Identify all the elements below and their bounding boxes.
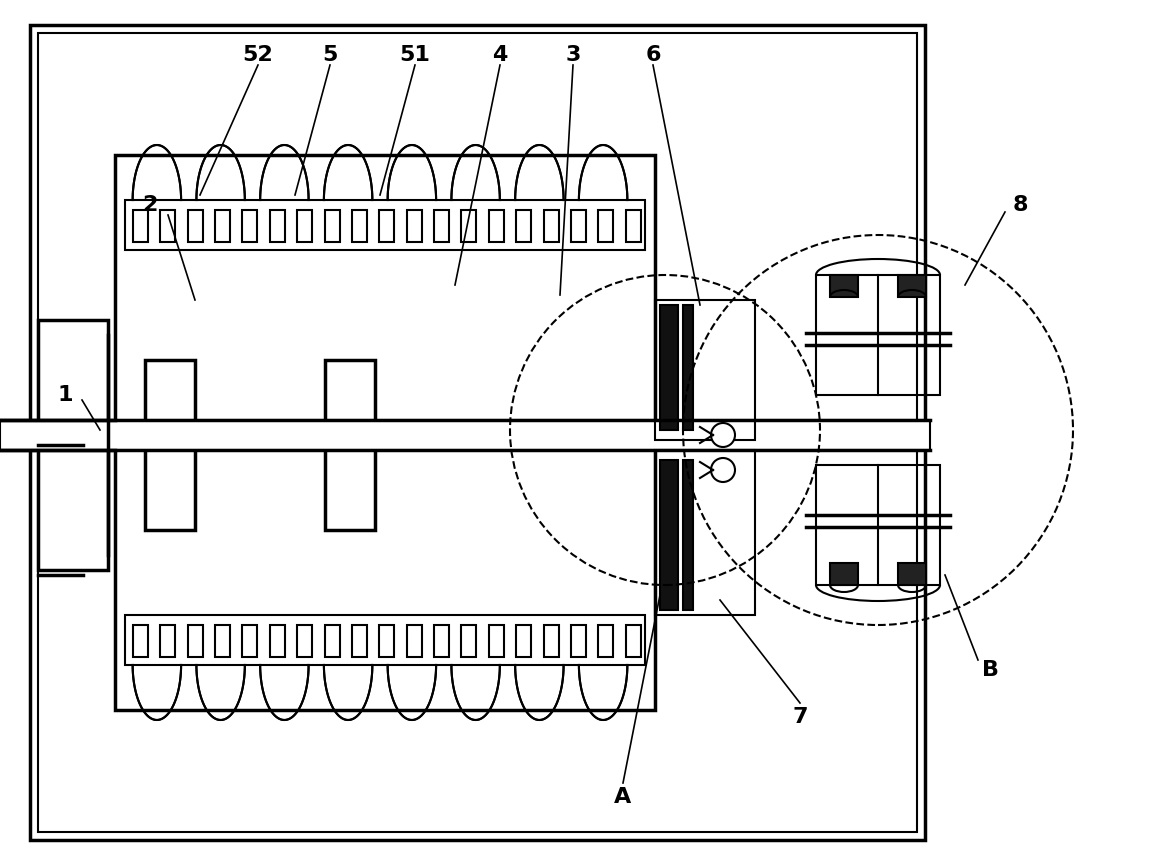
Bar bbox=[30, 25, 925, 840]
Bar bbox=[816, 275, 940, 395]
Bar bbox=[407, 210, 422, 242]
Bar bbox=[324, 625, 339, 657]
Bar bbox=[132, 210, 148, 242]
Text: 2: 2 bbox=[142, 195, 158, 215]
Bar bbox=[243, 625, 258, 657]
Text: 52: 52 bbox=[243, 45, 273, 65]
Bar bbox=[215, 210, 230, 242]
Text: 51: 51 bbox=[400, 45, 430, 65]
Text: 1: 1 bbox=[57, 385, 73, 405]
Bar bbox=[160, 625, 175, 657]
Bar bbox=[489, 210, 504, 242]
Bar bbox=[544, 625, 559, 657]
Bar bbox=[407, 625, 422, 657]
Bar bbox=[125, 615, 645, 665]
Text: 6: 6 bbox=[645, 45, 661, 65]
Bar bbox=[160, 210, 175, 242]
Bar bbox=[660, 305, 677, 430]
Bar bbox=[243, 210, 258, 242]
Bar bbox=[489, 625, 504, 657]
Bar bbox=[0, 420, 930, 450]
Bar bbox=[325, 360, 375, 530]
Bar bbox=[598, 210, 614, 242]
Bar bbox=[379, 625, 394, 657]
Bar bbox=[516, 210, 531, 242]
Bar bbox=[544, 210, 559, 242]
Bar bbox=[352, 210, 367, 242]
Bar bbox=[830, 563, 858, 585]
Bar bbox=[352, 625, 367, 657]
Text: 8: 8 bbox=[1012, 195, 1027, 215]
Bar bbox=[625, 210, 640, 242]
Text: B: B bbox=[982, 660, 998, 680]
Bar bbox=[297, 625, 313, 657]
Bar bbox=[898, 275, 926, 297]
Bar bbox=[435, 625, 449, 657]
Bar bbox=[0, 420, 93, 450]
Bar bbox=[132, 625, 148, 657]
Bar bbox=[188, 625, 202, 657]
Bar bbox=[655, 450, 755, 615]
Bar bbox=[898, 563, 926, 585]
Bar bbox=[145, 360, 195, 530]
Bar bbox=[660, 460, 677, 610]
Text: 4: 4 bbox=[493, 45, 508, 65]
Bar bbox=[324, 210, 339, 242]
Text: 3: 3 bbox=[565, 45, 581, 65]
Circle shape bbox=[711, 423, 736, 447]
Bar bbox=[115, 155, 655, 710]
Circle shape bbox=[711, 458, 736, 482]
Bar bbox=[270, 210, 285, 242]
Bar bbox=[683, 305, 693, 430]
Bar bbox=[435, 210, 449, 242]
Bar bbox=[598, 625, 614, 657]
Bar bbox=[516, 625, 531, 657]
Bar bbox=[379, 210, 394, 242]
Bar bbox=[655, 300, 755, 440]
Bar bbox=[461, 625, 476, 657]
Bar bbox=[270, 625, 285, 657]
Text: A: A bbox=[615, 787, 632, 807]
Bar bbox=[297, 210, 313, 242]
Bar bbox=[38, 320, 108, 570]
Bar bbox=[125, 200, 645, 250]
Bar bbox=[571, 210, 586, 242]
Bar bbox=[625, 625, 640, 657]
Text: 5: 5 bbox=[322, 45, 338, 65]
Bar bbox=[830, 275, 858, 297]
Bar bbox=[571, 625, 586, 657]
Bar bbox=[38, 33, 917, 832]
Bar bbox=[461, 210, 476, 242]
Bar bbox=[683, 460, 693, 610]
Bar bbox=[816, 465, 940, 585]
Bar bbox=[188, 210, 202, 242]
Bar bbox=[215, 625, 230, 657]
Text: 7: 7 bbox=[792, 707, 808, 727]
